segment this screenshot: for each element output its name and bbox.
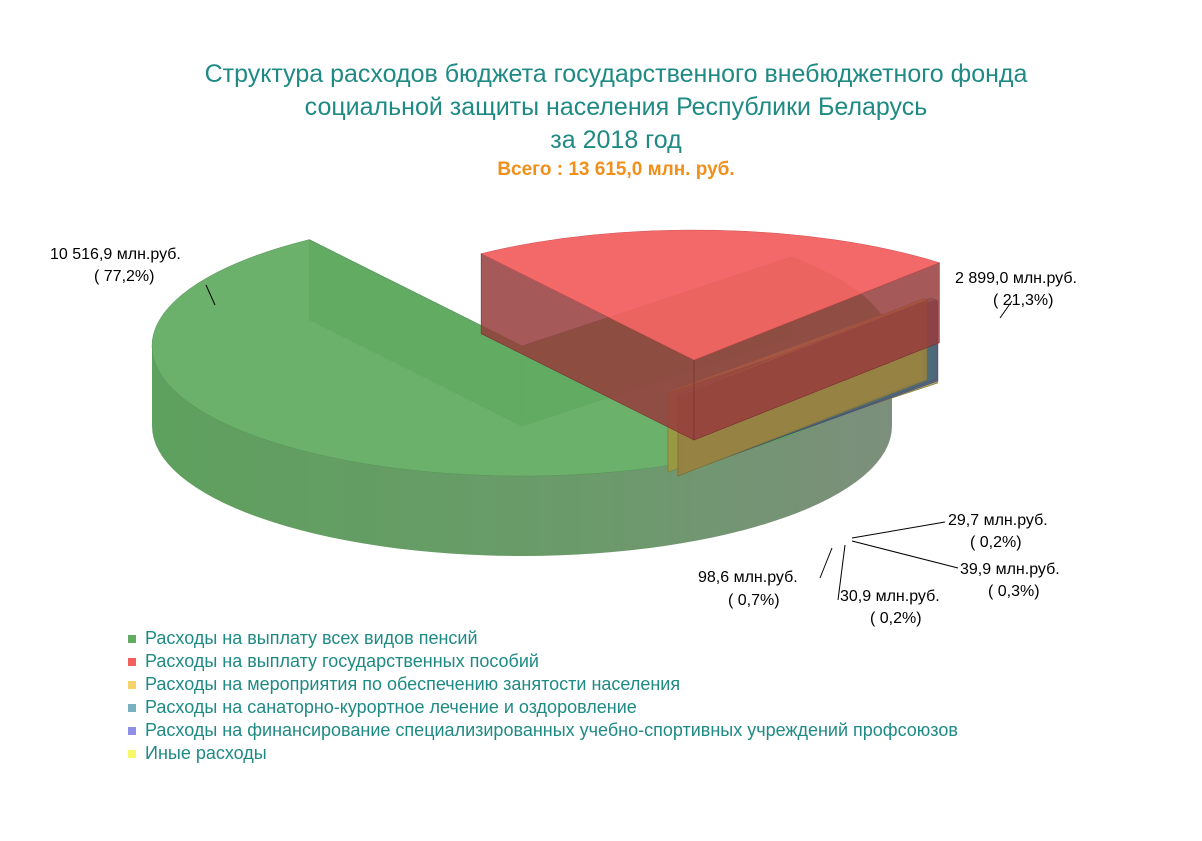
data-label-value: 98,6 млн.руб.: [698, 569, 798, 586]
legend-label: Расходы на выплату всех видов пенсий: [145, 628, 478, 648]
legend-item: Расходы на выплату государственных пособ…: [128, 650, 958, 673]
legend-swatch: [128, 657, 136, 666]
data-label-value: 29,7 млн.руб.: [948, 512, 1048, 529]
slice-top: [480, 229, 941, 361]
data-label-percent: ( 0,7%): [728, 592, 780, 609]
legend-label: Расходы на мероприятия по обеспечению за…: [145, 674, 681, 694]
leader-line: [851, 521, 946, 539]
slice-side: [152, 346, 892, 556]
data-label-value: 30,9 млн.руб.: [840, 588, 940, 605]
legend-item: Расходы на финансирование специализирова…: [128, 719, 958, 742]
legend-item: Расходы на санаторно-курортное лечение и…: [128, 696, 958, 719]
data-label-value: 10 516,9 млн.руб.: [50, 246, 181, 263]
data-label-percent: ( 0,3%): [988, 583, 1040, 600]
legend-item: Расходы на мероприятия по обеспечению за…: [128, 673, 958, 696]
legend-label: Расходы на финансирование специализирова…: [145, 720, 958, 740]
legend-swatch: [128, 634, 136, 643]
legend-label: Иные расходы: [145, 743, 267, 763]
legend: Расходы на выплату всех видов пенсий Рас…: [128, 627, 958, 765]
legend-item: Расходы на выплату всех видов пенсий: [128, 627, 958, 650]
leader-line: [819, 547, 833, 579]
legend-label: Расходы на санаторно-курортное лечение и…: [145, 697, 637, 717]
leader-line: [999, 300, 1013, 319]
data-label-value: 2 899,0 млн.руб.: [955, 270, 1077, 287]
chart-total: Всего : 13 615,0 млн. руб.: [497, 159, 735, 180]
data-label-percent: ( 21,3%): [993, 292, 1053, 309]
data-label-percent: ( 0,2%): [970, 534, 1022, 551]
leader-line: [851, 540, 959, 569]
leader-lines: [205, 284, 1013, 601]
chart-title-line-1: Структура расходов бюджета государственн…: [204, 60, 1028, 88]
chart-title-line-2: социальной защиты населения Республики Б…: [304, 93, 928, 121]
data-label-percent: ( 0,2%): [870, 610, 922, 627]
legend-swatch: [128, 726, 136, 735]
leader-line: [205, 284, 216, 306]
chart-title-line-3: за 2018 год: [550, 126, 682, 154]
pie-slices: [151, 229, 941, 556]
legend-item: Иные расходы: [128, 742, 958, 765]
pie-slice: [480, 229, 941, 441]
leader-line: [837, 544, 846, 601]
legend-swatch: [128, 749, 136, 758]
chart-title-block: Структура расходов бюджета государственн…: [0, 58, 1202, 181]
data-label-percent: ( 77,2%): [94, 268, 154, 285]
legend-label: Расходы на выплату государственных пособ…: [145, 651, 539, 671]
legend-swatch: [128, 703, 136, 712]
legend-swatch: [128, 680, 136, 689]
data-label-value: 39,9 млн.руб.: [960, 561, 1060, 578]
